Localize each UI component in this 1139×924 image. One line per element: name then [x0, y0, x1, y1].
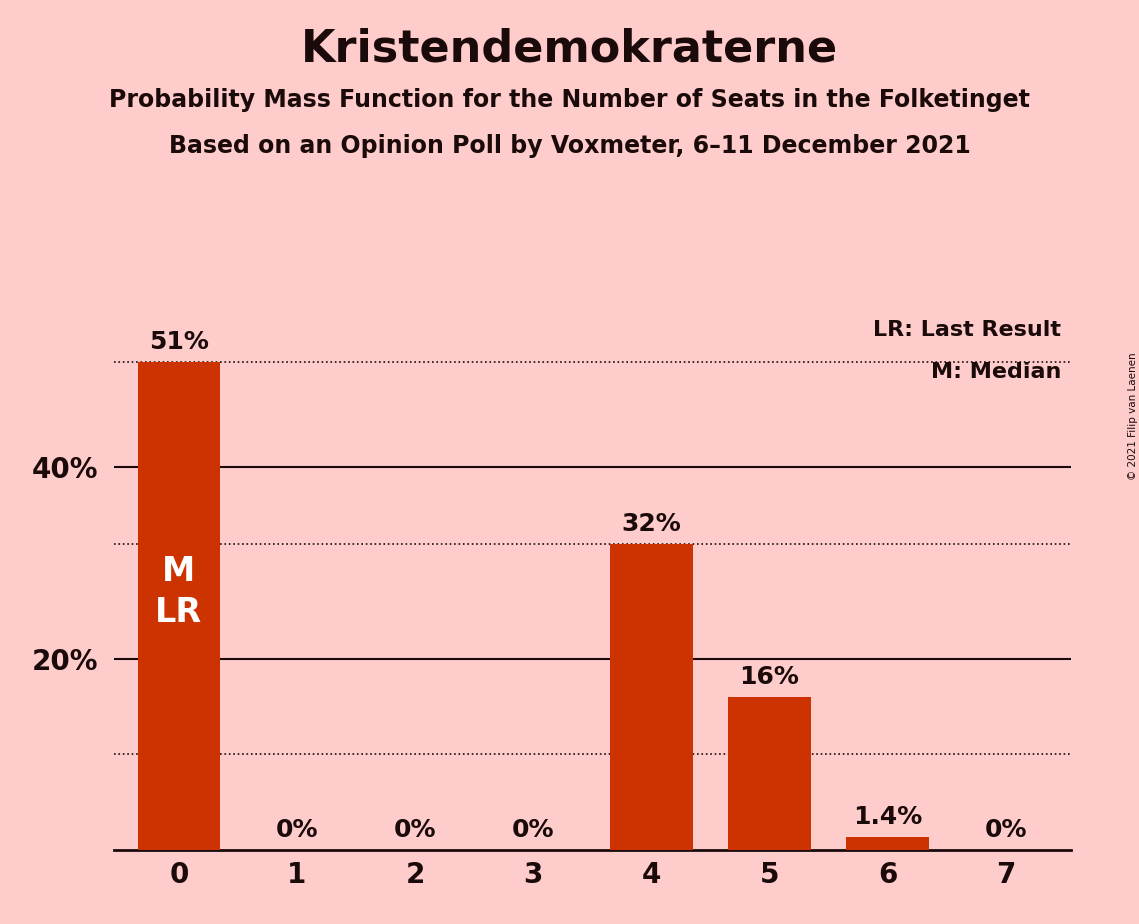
Text: 0%: 0% [984, 819, 1027, 843]
Text: LR: Last Result: LR: Last Result [874, 320, 1062, 339]
Text: 0%: 0% [511, 819, 555, 843]
Bar [846, 837, 929, 850]
Text: Based on an Opinion Poll by Voxmeter, 6–11 December 2021: Based on an Opinion Poll by Voxmeter, 6–… [169, 134, 970, 158]
Bar [138, 362, 220, 850]
Text: M: Median: M: Median [931, 362, 1062, 383]
Text: 0%: 0% [276, 819, 318, 843]
Text: 51%: 51% [149, 331, 208, 355]
Text: M
LR: M LR [155, 554, 203, 628]
Text: © 2021 Filip van Laenen: © 2021 Filip van Laenen [1129, 352, 1138, 480]
Text: Kristendemokraterne: Kristendemokraterne [301, 28, 838, 71]
Text: 32%: 32% [622, 512, 681, 536]
Bar [611, 544, 693, 850]
Text: Probability Mass Function for the Number of Seats in the Folketinget: Probability Mass Function for the Number… [109, 88, 1030, 112]
Text: 1.4%: 1.4% [853, 805, 923, 829]
Text: 16%: 16% [739, 665, 800, 689]
Text: 0%: 0% [394, 819, 436, 843]
Bar [728, 697, 811, 850]
